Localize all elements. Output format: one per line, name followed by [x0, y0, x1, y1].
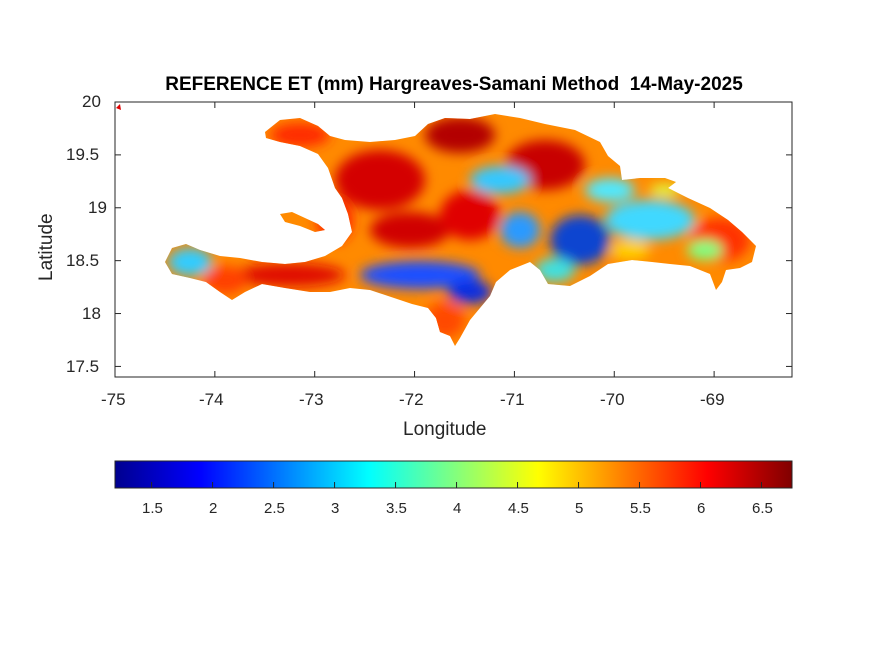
x-tick-label: -70	[600, 390, 625, 409]
islet-mark	[116, 104, 121, 110]
y-tick-label: 19.5	[66, 145, 100, 164]
x-tick-label: -69	[700, 390, 725, 409]
colorbar-tick-label: 2	[209, 500, 218, 517]
colorbar-tick-label: 1.5	[142, 500, 163, 517]
x-tick-label: -73	[299, 390, 324, 409]
x-tick-marks	[114, 102, 715, 377]
colorbar-tick-label: 6.5	[752, 500, 773, 517]
colorbar-tick-label: 2.5	[264, 500, 285, 517]
colorbar-tick-label: 4	[453, 500, 462, 517]
map-title: REFERENCE ET (mm) Hargreaves-Samani Meth…	[165, 74, 743, 95]
colorbar-tick-label: 6	[697, 500, 706, 517]
y-tick-marks	[115, 101, 792, 367]
colorbar	[114, 460, 793, 489]
x-tick-label: -72	[399, 390, 424, 409]
y-tick-label: 19	[88, 198, 107, 217]
x-tick-label: -71	[500, 390, 525, 409]
y-tick-label: 17.5	[66, 357, 100, 376]
colorbar-tick-label: 5.5	[630, 500, 651, 517]
x-tick-label: -75	[101, 390, 126, 409]
y-tick-label: 18	[82, 304, 101, 323]
colorbar-tick-label: 5	[575, 500, 584, 517]
y-axis-label: Latitude	[36, 213, 57, 281]
colorbar-tick-label: 3	[331, 500, 340, 517]
y-tick-label: 20	[82, 92, 101, 111]
y-tick-label: 18.5	[66, 251, 100, 270]
colorbar-tick-marks	[151, 482, 763, 488]
x-axis-label: Longitude	[403, 419, 487, 440]
colorbar-tick-label: 3.5	[386, 500, 407, 517]
colorbar-tick-label: 4.5	[508, 500, 529, 517]
x-tick-label: -74	[199, 390, 224, 409]
